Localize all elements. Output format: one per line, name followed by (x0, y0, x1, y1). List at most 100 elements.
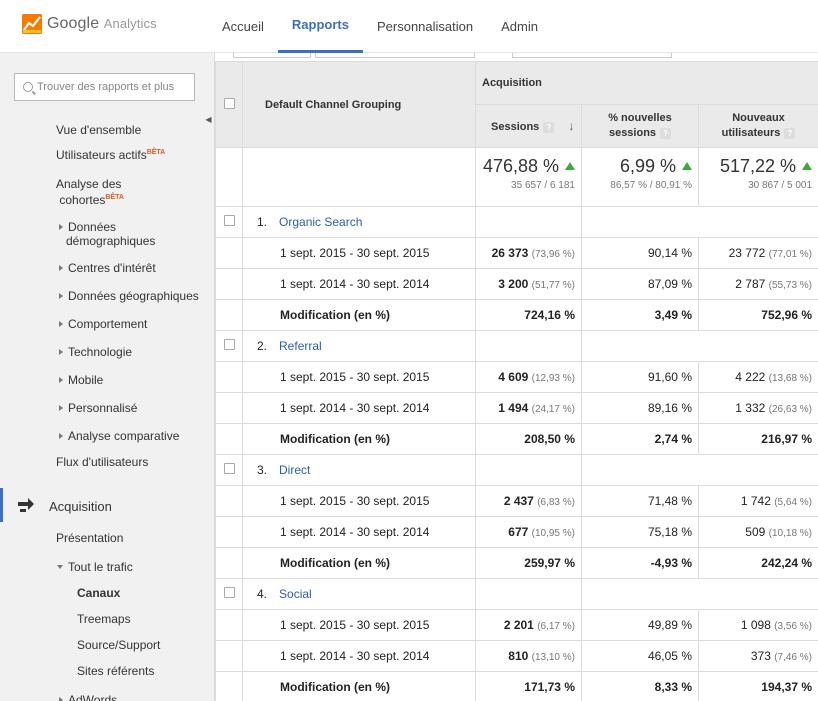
sidebar-item-canaux[interactable]: Canaux (77, 586, 121, 600)
row-checkbox[interactable] (223, 215, 235, 226)
new-sessions-cell: 8,33 % (581, 671, 699, 701)
date-range-row: 1 sept. 2015 - 30 sept. 2015 4 609 (12,93… (215, 361, 818, 393)
totals-sessions-sub: 35 657 / 6 181 (511, 180, 575, 191)
new-users-cell: 4 222 (13,68 %) (697, 361, 818, 393)
caret-right-icon (59, 292, 63, 299)
sidebar-item-vue-ensemble[interactable]: Vue d'ensemble (56, 123, 142, 137)
google-analytics-logo[interactable]: Google Analytics (22, 14, 157, 34)
empty-cell (215, 268, 243, 300)
new-sessions-header[interactable]: % nouvelles sessions? (581, 104, 699, 148)
channel-link[interactable]: Referral (279, 339, 322, 353)
channel-row[interactable]: 2. Referral (215, 330, 818, 362)
channel-row[interactable]: 3. Direct (215, 454, 818, 486)
sidebar-item-presentation[interactable]: Présentation (56, 531, 124, 545)
sidebar-item-acquisition[interactable]: Acquisition (49, 499, 112, 514)
nav-admin[interactable]: Admin (501, 19, 538, 34)
totals-users-sub: 30 867 / 5 001 (748, 180, 813, 191)
report-search[interactable] (14, 73, 195, 101)
modification-row: Modification (en %) 171,73 % 8,33 % 194,37… (215, 671, 818, 701)
sidebar-item-cohortes[interactable]: Analyse des cohortesBÊTA (56, 177, 124, 207)
totals-empty-cell (242, 147, 476, 207)
sidebar-item-label: Centres d'intérêt (68, 261, 156, 275)
sidebar-item-flux-utilisateurs[interactable]: Flux d'utilisateurs (56, 455, 149, 469)
row-checkbox[interactable] (223, 463, 235, 474)
channel-link[interactable]: Social (279, 587, 312, 601)
sidebar-item-geographiques[interactable]: Données géographiques (59, 289, 199, 303)
empty-cell (215, 392, 243, 424)
sidebar-item-sites-referents[interactable]: Sites référents (77, 664, 155, 678)
sessions-cell: 724,16 % (475, 299, 582, 331)
sessions-percent: (24,17 %) (531, 404, 575, 415)
totals-row: 476,88 % 35 657 / 6 181 6,99 % 86,57 % / 8… (215, 147, 818, 207)
sidebar-item-comportement[interactable]: Comportement (59, 317, 147, 331)
empty-cell (215, 609, 243, 641)
sessions-value: 2 201 (503, 618, 534, 632)
sessions-value: 4 609 (498, 370, 529, 384)
sessions-header[interactable]: Sessions? ↓ (475, 104, 582, 148)
active-section-indicator (0, 488, 3, 522)
channel-index: 1. (257, 215, 268, 229)
sidebar-item-utilisateurs-actifs[interactable]: Utilisateurs actifsBÊTA (56, 148, 165, 162)
new-users-value: 242,24 % (761, 556, 813, 570)
totals-users-value: 517,22 % (719, 156, 797, 176)
channel-name-cell: 1. Organic Search (242, 206, 476, 238)
date-range-row: 1 sept. 2014 - 30 sept. 2014 3 200 (51,77… (215, 268, 818, 300)
new-users-cell: 194,37 % (697, 671, 818, 701)
caret-right-icon (59, 404, 63, 411)
channel-row[interactable]: 4. Social (215, 578, 818, 610)
sort-desc-icon[interactable]: ↓ (568, 119, 575, 133)
help-icon[interactable]: ? (660, 128, 672, 139)
row-checkbox[interactable] (223, 587, 235, 598)
dimension-header[interactable]: Default Channel Grouping (242, 61, 476, 148)
new-sessions-cell: -4,93 % (581, 547, 699, 579)
select-all-checkbox[interactable] (223, 97, 235, 109)
collapse-sidebar-icon[interactable]: ◀ (202, 111, 214, 129)
logo-sub: Analytics (103, 16, 157, 31)
new-users-value: 194,37 % (761, 680, 813, 694)
row-label: 1 sept. 2015 - 30 sept. 2015 (242, 609, 476, 641)
header-label: % nouvelles (608, 112, 672, 124)
help-icon[interactable]: ? (784, 128, 796, 139)
sidebar-item-adwords[interactable]: AdWords (59, 693, 117, 701)
channel-row[interactable]: 1. Organic Search (215, 206, 818, 238)
sidebar-item-source-support[interactable]: Source/Support (77, 638, 161, 652)
channel-link[interactable]: Direct (279, 463, 311, 477)
sidebar-item-label: cohortes (59, 193, 106, 207)
sessions-cell: 171,73 % (475, 671, 582, 701)
new-users-header[interactable]: Nouveaux utilisateurs? (697, 104, 818, 148)
sidebar-item-personnalise[interactable]: Personnalisé (59, 401, 137, 415)
sessions-value: 724,16 % (524, 308, 575, 322)
date-range-row: 1 sept. 2014 - 30 sept. 2014 810 (13,10 %… (215, 640, 818, 672)
row-checkbox[interactable] (223, 339, 235, 350)
row-label: 1 sept. 2014 - 30 sept. 2014 (242, 640, 476, 672)
nav-personnalisation[interactable]: Personnalisation (376, 19, 474, 34)
sidebar-item-treemaps[interactable]: Treemaps (77, 612, 131, 626)
data-table: Default Channel Grouping Acquisition Ses… (215, 61, 818, 701)
empty-cell (475, 578, 582, 610)
sidebar-item-mobile[interactable]: Mobile (59, 373, 103, 387)
caret-right-icon (59, 376, 63, 383)
analytics-logo-icon (22, 14, 42, 34)
search-input[interactable] (37, 81, 187, 93)
row-label: Modification (en %) (242, 299, 476, 331)
new-sessions-cell: 91,60 % (581, 361, 699, 393)
control-stub (512, 53, 672, 58)
new-users-value: 509 (745, 525, 766, 539)
new-users-cell: 509 (10,18 %) (697, 516, 818, 548)
sidebar-item-tout-le-trafic[interactable]: Tout le trafic (57, 560, 133, 574)
sessions-cell: 1 494 (24,17 %) (475, 392, 582, 424)
sidebar-item-centres-interet[interactable]: Centres d'intérêt (59, 261, 156, 275)
row-checkbox-cell (215, 330, 243, 362)
help-icon[interactable]: ? (543, 122, 555, 133)
empty-cell (215, 423, 243, 455)
sidebar-item-demographiques[interactable]: Données démographiques (59, 220, 155, 248)
nav-accueil[interactable]: Accueil (222, 19, 264, 34)
sessions-percent: (51,77 %) (531, 280, 575, 291)
sidebar-item-analyse-comparative[interactable]: Analyse comparative (59, 429, 179, 443)
channel-name-cell: 4. Social (242, 578, 476, 610)
row-label: 1 sept. 2015 - 30 sept. 2015 (242, 361, 476, 393)
sidebar-item-technologie[interactable]: Technologie (59, 345, 132, 359)
sidebar-item-label: Comportement (68, 317, 148, 331)
nav-rapports[interactable]: Rapports (277, 0, 363, 53)
channel-link[interactable]: Organic Search (279, 215, 363, 229)
